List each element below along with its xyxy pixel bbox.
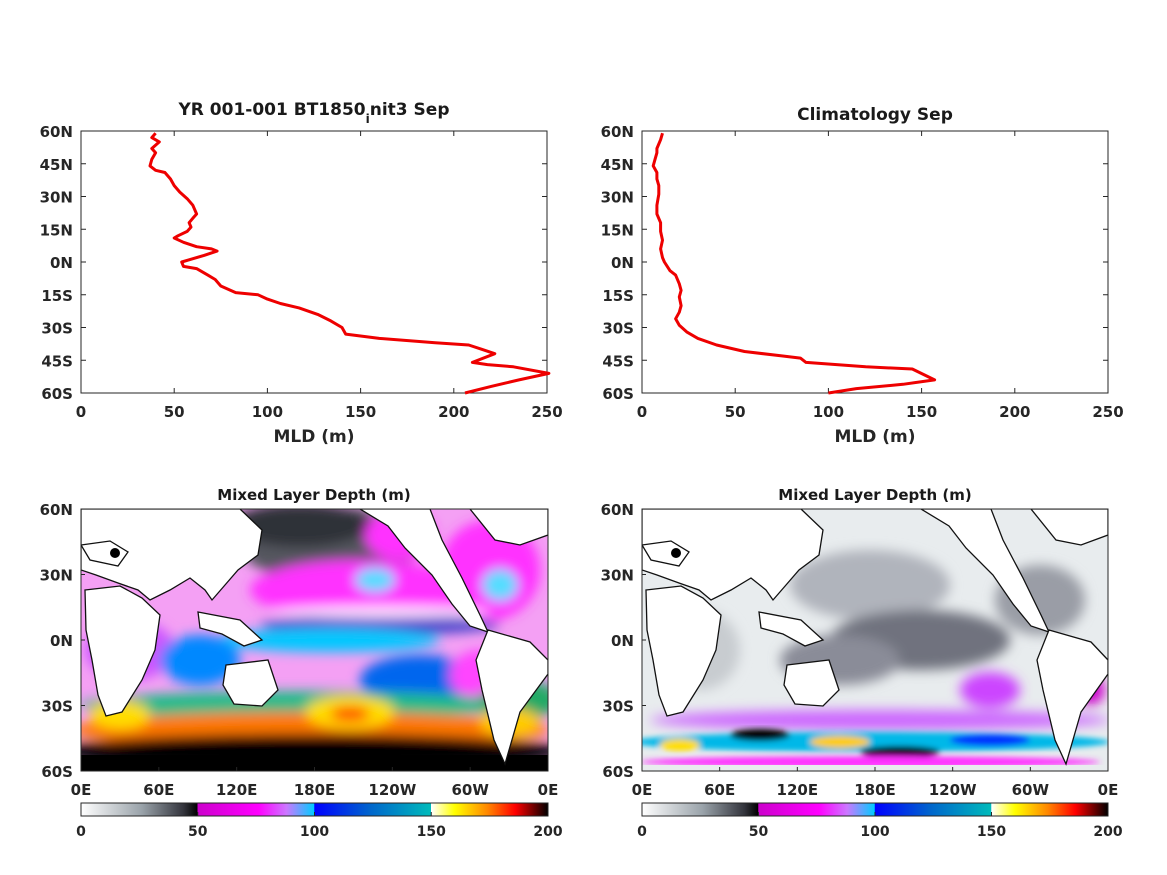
p4-xtick-label: 60W [1012, 781, 1050, 799]
p2-xtick-label: 150 [906, 403, 937, 421]
p1-ytick-label: 30S [41, 320, 73, 338]
p3-colorbar-tick-label: 200 [533, 824, 562, 840]
p3-xtick-label: 180E [294, 781, 336, 799]
p2-ytick-label: 45S [602, 352, 634, 370]
p2-ytick-label: 15S [602, 287, 634, 305]
p1-ytick-label: 15N [40, 221, 73, 239]
panel-climatology-map: Mixed Layer Depth (m) [601, 486, 1123, 840]
panel2-xlabel: MLD (m) [834, 427, 915, 447]
p3-colorbar-tick-label: 0 [76, 824, 86, 840]
p4-xtick-label: 60E [704, 781, 735, 799]
p3-ytick-label: 60S [41, 763, 73, 781]
p2-xtick-label: 0 [637, 403, 647, 421]
p1-xtick-label: 0 [76, 403, 86, 421]
p4-xtick-label: 0E [1098, 781, 1119, 799]
panel-climatology-profile: Climatology Sep 0 50 100 150 200 250 60N 45N 30N… [601, 105, 1124, 447]
p1-ytick-label: 60S [41, 385, 73, 403]
p4-xtick-label: 0E [632, 781, 653, 799]
p1-ytick-label: 60N [40, 123, 73, 141]
panel2-title: Climatology Sep [797, 105, 953, 125]
p4-ytick-label: 60S [602, 763, 634, 781]
map2-land [642, 509, 1108, 766]
p2-ytick-label: 15N [601, 221, 634, 239]
panel1-title: YR 001-001 BT1850init3 Sep [177, 100, 449, 126]
p1-ytick-label: 30N [40, 189, 73, 207]
panel-model-map: Mixed Layer Depth (m) [40, 486, 563, 840]
p4-xtick-label: 120E [777, 781, 819, 799]
p1-ytick-label: 0N [50, 254, 73, 272]
p3-xtick-label: 60E [143, 781, 174, 799]
p2-xtick-label: 250 [1092, 403, 1123, 421]
p2-xtick-label: 50 [725, 403, 746, 421]
p3-colorbar-tick-label: 150 [417, 824, 446, 840]
p1-xtick-label: 150 [345, 403, 376, 421]
p3-xtick-label: 0E [538, 781, 559, 799]
panel3-title: Mixed Layer Depth (m) [217, 486, 410, 504]
p1-ytick-label: 15S [41, 287, 73, 305]
p1-series-line [148, 132, 551, 395]
p3-xtick-label: 60W [451, 781, 489, 799]
p4-colorbar-tick-label: 100 [860, 824, 889, 840]
p1-ytick-label: 45S [41, 352, 73, 370]
p1-xtick-label: 100 [252, 403, 283, 421]
p3-ytick-label: 60N [40, 501, 73, 519]
p3-colorbar-tick-label: 50 [188, 824, 208, 840]
panel-model-profile: YR 001-001 BT1850init3 Sep 0 50 100 150 200 2… [40, 100, 563, 447]
p4-ytick-label: 0N [611, 632, 634, 650]
map2-field [642, 509, 1108, 771]
p4-colorbar-tick-label: 150 [977, 824, 1006, 840]
panel1-xlabel: MLD (m) [273, 427, 354, 447]
p3-colorbar-tick-label: 100 [300, 824, 329, 840]
p4-colorbar-tick-label: 0 [637, 824, 647, 840]
p4-colorbar-tick-label: 50 [749, 824, 769, 840]
panel2-axes-box [641, 130, 1109, 394]
p2-xtick-label: 100 [813, 403, 844, 421]
p3-ytick-label: 30N [40, 567, 73, 585]
p2-ytick-label: 45N [601, 156, 634, 174]
p3-ytick-label: 0N [50, 632, 73, 650]
p1-xtick-label: 200 [438, 403, 469, 421]
p4-xtick-label: 180E [854, 781, 896, 799]
p3-xtick-label: 120E [216, 781, 258, 799]
p2-ytick-label: 30N [601, 189, 634, 207]
p3-ytick-label: 30S [41, 698, 73, 716]
p4-ytick-label: 60N [601, 501, 634, 519]
p4-ytick-label: 30N [601, 567, 634, 585]
p2-ytick-label: 60N [601, 123, 634, 141]
p4-xtick-label: 120W [929, 781, 977, 799]
panel1-axes-box [80, 130, 548, 394]
p4-colorbar-tick-label: 200 [1093, 824, 1122, 840]
p4-ytick-label: 30S [602, 698, 634, 716]
p2-series-line [651, 132, 937, 395]
map1-field [81, 509, 548, 771]
p2-ytick-label: 30S [602, 320, 634, 338]
p1-xtick-label: 250 [531, 403, 562, 421]
p2-ytick-label: 0N [611, 254, 634, 272]
p1-ytick-label: 45N [40, 156, 73, 174]
panel4-title: Mixed Layer Depth (m) [778, 486, 971, 504]
map1-land [81, 509, 548, 766]
p3-xtick-label: 0E [71, 781, 92, 799]
p1-xtick-label: 50 [164, 403, 185, 421]
p2-ytick-label: 60S [602, 385, 634, 403]
p2-xtick-label: 200 [999, 403, 1030, 421]
p3-xtick-label: 120W [368, 781, 416, 799]
